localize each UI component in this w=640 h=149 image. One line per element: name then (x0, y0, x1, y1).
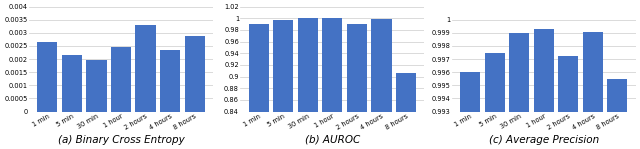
Bar (62, 55, 82, 111)
Bar (298, 18, 318, 149)
Bar (583, 32, 603, 149)
Bar (460, 72, 480, 149)
X-axis label: (c) Average Precision: (c) Average Precision (488, 135, 599, 145)
Bar (347, 24, 367, 149)
Bar (534, 29, 554, 149)
Bar (273, 20, 293, 149)
Bar (371, 19, 392, 149)
Bar (86, 60, 106, 111)
Bar (607, 79, 627, 149)
Bar (396, 73, 416, 149)
Bar (509, 33, 529, 149)
Bar (136, 25, 156, 111)
X-axis label: (a) Binary Cross Entropy: (a) Binary Cross Entropy (58, 135, 184, 145)
Bar (160, 51, 180, 111)
Bar (184, 35, 205, 111)
Bar (558, 56, 579, 149)
X-axis label: (b) AUROC: (b) AUROC (305, 135, 360, 145)
Bar (323, 18, 342, 149)
Bar (111, 46, 131, 111)
Bar (249, 24, 269, 149)
Bar (484, 53, 505, 149)
Bar (37, 42, 58, 111)
